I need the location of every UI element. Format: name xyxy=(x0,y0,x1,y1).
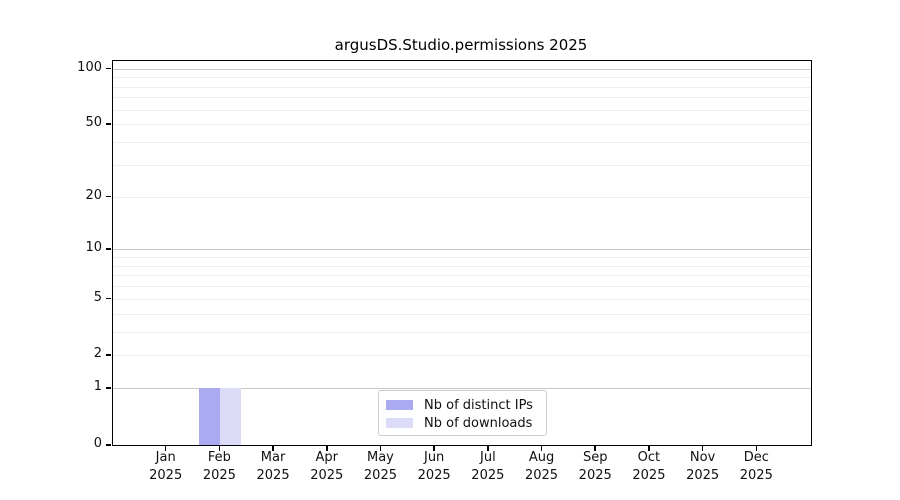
y-tick-label: 20 xyxy=(85,187,102,203)
x-tick xyxy=(701,445,704,451)
x-tick xyxy=(326,445,328,451)
legend: Nb of distinct IPs Nb of downloads xyxy=(378,390,547,436)
y-tick-label: 10 xyxy=(85,240,102,256)
y-gridline-minor xyxy=(113,298,811,300)
x-tick xyxy=(433,445,435,451)
y-gridline-minor xyxy=(113,257,811,259)
plot-area xyxy=(112,60,812,446)
x-tick xyxy=(218,445,221,451)
x-tick-label: Jun 2025 xyxy=(417,450,451,483)
x-tick xyxy=(487,445,489,451)
y-gridline-minor xyxy=(113,331,811,333)
legend-label-downloads: Nb of downloads xyxy=(424,415,533,431)
x-tick-label: Sep 2025 xyxy=(578,450,612,483)
y-gridline-major xyxy=(113,249,811,251)
x-tick xyxy=(272,445,274,451)
y-tick xyxy=(106,354,111,356)
y-tick xyxy=(106,123,111,125)
chart-title: argusDS.Studio.permissions 2025 xyxy=(334,36,588,54)
y-gridline-minor xyxy=(113,142,811,144)
y-tick xyxy=(106,387,111,389)
y-gridline-minor xyxy=(113,313,811,315)
y-gridline-minor xyxy=(113,275,811,277)
y-tick xyxy=(106,444,111,446)
x-tick xyxy=(540,445,543,451)
y-gridline-minor xyxy=(113,97,811,99)
y-gridline-minor xyxy=(113,109,811,111)
y-gridline-major xyxy=(113,388,811,390)
y-tick-label: 100 xyxy=(77,59,102,75)
y-gridline-minor xyxy=(113,86,811,88)
x-tick-label: Aug 2025 xyxy=(524,450,559,483)
y-gridline-minor xyxy=(113,196,811,198)
y-tick-label: 0 xyxy=(93,436,102,451)
x-tick-label: Apr 2025 xyxy=(310,450,344,483)
y-gridline-minor xyxy=(113,355,811,357)
x-tick-label: Feb 2025 xyxy=(202,450,236,483)
x-tick-label: Mar 2025 xyxy=(256,450,290,483)
y-gridline-minor xyxy=(113,124,811,126)
x-tick-label: Jan 2025 xyxy=(149,450,183,483)
y-gridline-major xyxy=(113,68,811,70)
y-tick xyxy=(106,248,111,250)
y-tick-label: 5 xyxy=(93,289,102,305)
x-tick xyxy=(164,445,167,451)
y-tick xyxy=(106,297,111,300)
y-tick xyxy=(106,195,111,198)
y-gridline-minor xyxy=(113,165,811,166)
x-tick-label: Oct 2025 xyxy=(632,450,666,483)
x-tick xyxy=(648,445,650,451)
legend-row-distinct-ips: Nb of distinct IPs xyxy=(386,396,546,414)
y-tick-label: 2 xyxy=(93,346,102,362)
x-tick xyxy=(379,445,382,451)
y-tick xyxy=(106,67,111,70)
bar-downloads xyxy=(220,388,242,445)
y-gridline-minor xyxy=(113,77,811,79)
bar-distinct-ips xyxy=(199,388,221,445)
x-tick-label: Nov 2025 xyxy=(686,450,720,483)
y-tick-label: 50 xyxy=(85,115,102,131)
legend-row-downloads: Nb of downloads xyxy=(386,414,546,432)
x-tick-label: May 2025 xyxy=(363,450,397,483)
x-tick-label: Dec 2025 xyxy=(739,450,773,483)
legend-swatch-downloads xyxy=(386,418,413,428)
x-tick xyxy=(755,445,758,451)
y-gridline-minor xyxy=(113,265,811,267)
y-tick-label: 1 xyxy=(93,379,102,395)
x-tick xyxy=(594,445,596,451)
x-tick-label: Jul 2025 xyxy=(471,450,505,483)
legend-swatch-distinct-ips xyxy=(386,400,413,410)
legend-label-distinct-ips: Nb of distinct IPs xyxy=(424,397,533,413)
y-gridline-minor xyxy=(113,286,811,288)
